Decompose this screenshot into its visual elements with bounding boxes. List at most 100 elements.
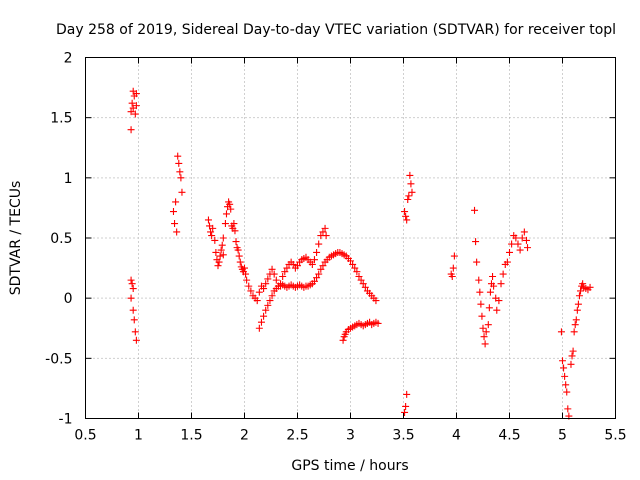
x-tick-label: 3 [346,428,355,444]
y-tick-label: 0 [64,291,73,307]
x-tick-label: 1.5 [180,428,202,444]
data-point [480,333,488,341]
data-point [567,360,575,368]
y-tick-label: 0.5 [50,231,72,247]
data-point [313,274,321,282]
data-point [448,273,456,281]
data-point [497,280,505,288]
plot-frame [85,57,616,419]
data-point [207,228,215,236]
data-point [577,287,585,295]
data-point [172,198,180,206]
data-point [569,347,577,355]
data-point [208,232,216,240]
data-point [230,220,238,228]
data-point [281,268,289,276]
data-point [405,192,413,200]
x-tick-labels: 0.5 1 1.5 2 2.5 3 3.5 4 4.5 5 5.5 [74,428,626,444]
data-point [563,388,571,396]
data-point [264,275,272,283]
data-point [128,280,136,288]
grid-layer [85,57,616,419]
x-tick-label: 1 [134,428,143,444]
data-point [347,257,354,265]
data-point [486,288,494,296]
data-point [217,246,225,254]
data-point [211,236,219,244]
data-point [219,234,227,242]
data-point [262,280,270,288]
data-point [482,328,490,336]
data-point [572,316,580,324]
data-point [349,260,357,268]
data-point [490,282,498,290]
data-point [171,220,179,228]
data-point [129,306,137,314]
data-point [255,288,263,296]
data-point [339,336,347,344]
data-point [243,276,251,284]
data-point [242,270,250,278]
data-point [234,246,242,254]
data-point [262,306,270,314]
data-point [245,282,253,290]
data-point [132,90,140,98]
data-point [481,340,489,348]
data-point [219,251,227,259]
y-tick-label: -0.5 [45,351,72,367]
data-point [222,210,230,218]
data-point [130,316,138,324]
x-tick-label: 5 [558,428,567,444]
data-point [512,234,520,242]
data-point [294,262,301,270]
data-point [408,188,416,196]
data-point [449,264,457,272]
data-point [226,200,234,208]
chart-title: Day 258 of 2019, Sidereal Day-to-day VTE… [56,22,616,38]
data-point [575,292,583,300]
data-point [175,159,183,167]
data-points-layer [127,87,594,420]
data-point [374,319,382,327]
x-tick-label: 4.5 [498,428,520,444]
data-point [215,258,223,266]
data-point [402,402,410,410]
y-tick-label: -1 [59,412,73,428]
data-point [475,276,483,284]
data-point [313,248,321,256]
data-point [209,224,217,232]
data-point [218,241,226,249]
data-point [260,285,268,293]
data-point [570,328,578,336]
data-point [216,252,224,260]
data-point [169,208,177,216]
x-tick-label: 5.5 [604,428,626,444]
data-point [406,171,414,179]
data-point [562,381,570,389]
data-point [506,248,513,256]
data-point [484,321,492,329]
data-point [560,364,568,372]
data-point [357,276,365,284]
data-point [235,252,243,260]
data-point [403,216,411,224]
data-point [407,180,415,188]
data-point [315,270,323,278]
data-point [127,126,135,134]
data-point [522,236,530,244]
data-point [214,262,222,270]
data-point [473,258,481,266]
data-point [241,264,248,272]
data-point [247,287,255,295]
data-point [351,264,359,272]
data-point [127,108,135,116]
data-point [289,260,297,268]
data-point [403,390,411,398]
data-point [315,240,323,248]
y-tick-label: 1 [64,171,73,187]
data-point [564,405,572,413]
data-point [255,324,263,332]
data-point [485,304,493,312]
data-point [260,312,268,320]
